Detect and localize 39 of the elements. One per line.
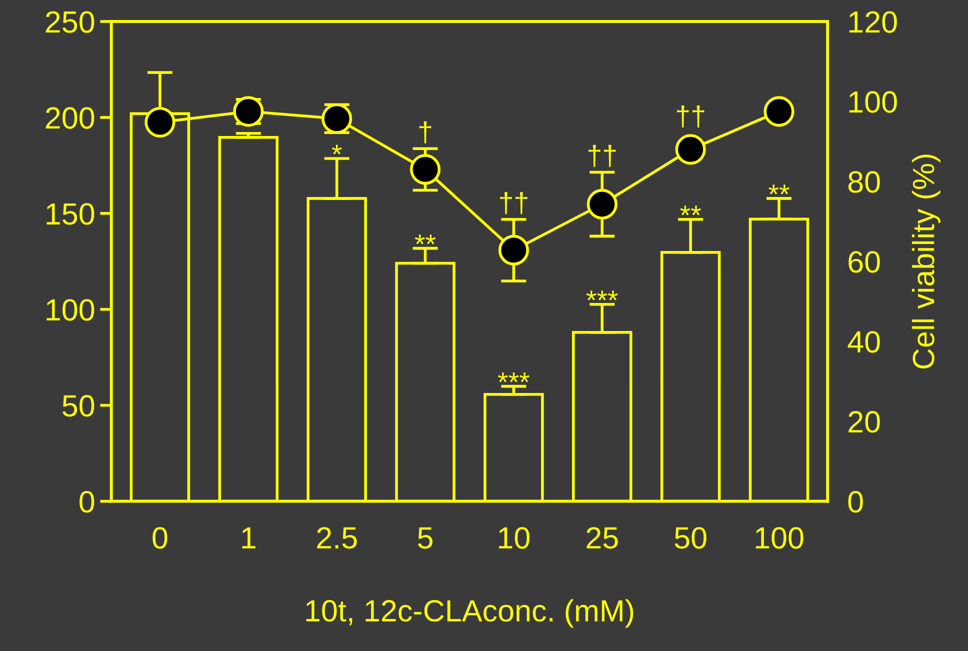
x-tick-label: 2.5 [317, 527, 357, 549]
x-tick-label: 1 [242, 527, 256, 548]
x-tick-label: 10 [499, 527, 530, 549]
data-label: †† [588, 144, 616, 167]
point [764, 96, 794, 127]
x-axis-title: 10t, 12c-CLAconc. (mM) [306, 599, 634, 628]
data-label: †† [500, 192, 528, 214]
y2-tick-label: 80 [848, 171, 880, 193]
y2-tick-label: 60 [848, 251, 880, 273]
point [498, 234, 529, 266]
data-label: † [419, 121, 432, 144]
point [675, 134, 706, 165]
y-tick-label: 150 [46, 203, 94, 225]
data-label: ** [680, 206, 701, 216]
data-label: ** [768, 184, 790, 194]
point [586, 188, 618, 220]
y-tick-label: 0 [80, 491, 94, 513]
data-label: *** [498, 372, 530, 382]
data-label: *** [586, 290, 618, 300]
y-tick-label: 200 [46, 107, 94, 129]
data-label: ** [414, 234, 436, 244]
y2-tick-label: 40 [848, 331, 880, 353]
y2-tick-label: 100 [849, 91, 897, 113]
y2-tick-label: 20 [848, 411, 880, 433]
data-label: * [332, 144, 342, 154]
point [410, 154, 441, 185]
x-tick-label: 5 [418, 527, 432, 549]
data-label: †† [676, 105, 704, 128]
x-tick-label: 50 [674, 527, 706, 549]
x-tick-label: 100 [756, 527, 804, 549]
y2-axis-title: Cell viability (%) [912, 154, 940, 368]
y2-tick-label: 0 [848, 491, 863, 513]
y-tick-label: 50 [62, 395, 94, 417]
y-tick-label: 250 [46, 11, 94, 33]
x-tick-label: 0 [152, 527, 168, 549]
y2-tick-label: 120 [849, 11, 897, 33]
point [144, 106, 176, 138]
x-tick-label: 25 [586, 527, 618, 549]
y-tick-label: 100 [46, 299, 94, 321]
